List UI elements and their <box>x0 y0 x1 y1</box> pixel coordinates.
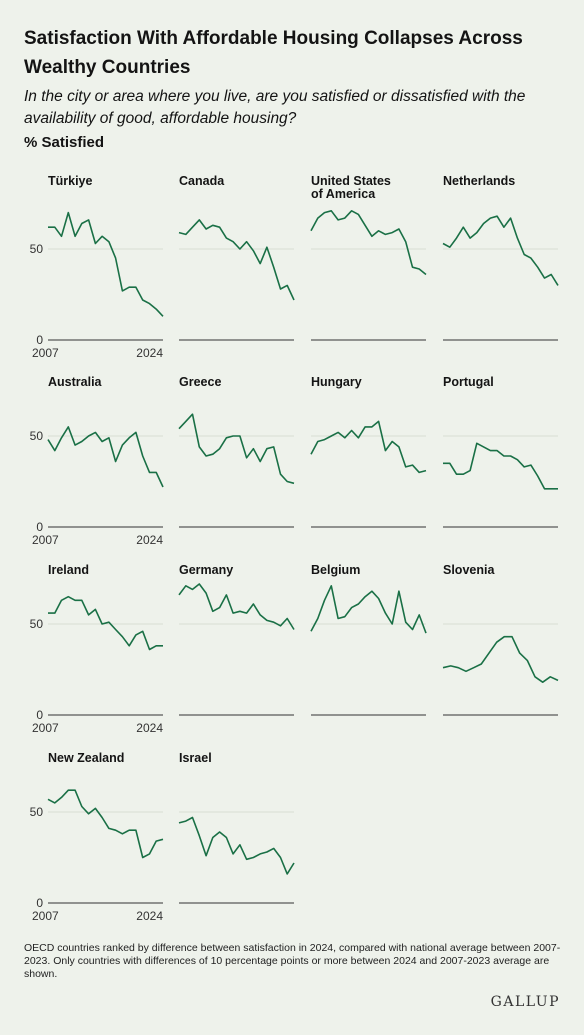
series-line-portugal <box>443 442 558 490</box>
footnote: OECD countries ranked by difference betw… <box>24 942 561 980</box>
series-line-ireland <box>48 595 163 651</box>
panel-title-canada: Canada <box>179 174 225 188</box>
series-line-israel <box>178 816 295 875</box>
x-tick-end: 2024 <box>136 909 163 923</box>
panel-title-greece: Greece <box>179 375 221 389</box>
panel-title-netherlands: Netherlands <box>443 174 515 188</box>
series-line-turkiye <box>48 211 164 317</box>
series-line-united-states-of-america <box>310 210 427 276</box>
series-line-new-zealand <box>47 789 164 859</box>
chart-title: Satisfaction With Affordable Housing Col… <box>24 28 523 78</box>
y-tick-50: 50 <box>30 805 44 819</box>
series-line-hungary <box>310 420 427 474</box>
x-tick-start: 2007 <box>32 533 59 547</box>
panel-title-new-zealand: New Zealand <box>48 751 124 765</box>
x-tick-end: 2024 <box>136 533 163 547</box>
series-line-germany <box>178 583 295 630</box>
y-tick-0: 0 <box>36 708 43 722</box>
panel-title-turkiye: Türkiye <box>48 174 93 188</box>
panel-title-israel: Israel <box>179 751 212 765</box>
x-tick-start: 2007 <box>32 909 59 923</box>
series-line-slovenia <box>442 635 559 684</box>
y-tick-0: 0 <box>36 520 43 534</box>
series-line-australia <box>47 426 164 488</box>
chart-subtitle: In the city or area where you live, are … <box>24 88 526 127</box>
x-tick-end: 2024 <box>136 721 163 735</box>
y-axis-label: % Satisfied <box>24 134 105 151</box>
panel-title-belgium: Belgium <box>311 563 360 577</box>
panel-title-germany: Germany <box>179 563 233 577</box>
y-tick-50: 50 <box>30 429 44 443</box>
panel-title-united-states-of-america: of America <box>311 187 376 201</box>
y-tick-50: 50 <box>30 242 44 256</box>
x-tick-start: 2007 <box>32 721 59 735</box>
x-tick-end: 2024 <box>136 346 163 360</box>
series-line-greece <box>178 413 295 485</box>
series-line-canada <box>178 219 295 301</box>
panel-title-united-states-of-america: United States <box>311 174 391 188</box>
panel-title-portugal: Portugal <box>443 375 494 389</box>
series-line-netherlands <box>442 215 559 286</box>
x-tick-start: 2007 <box>32 346 59 360</box>
series-line-belgium <box>310 584 427 634</box>
panel-title-slovenia: Slovenia <box>443 563 495 577</box>
gallup-logo: GALLUP <box>490 994 560 1010</box>
panel-title-hungary: Hungary <box>311 375 362 389</box>
panel-title-ireland: Ireland <box>48 563 89 577</box>
panel-title-australia: Australia <box>48 375 103 389</box>
y-tick-0: 0 <box>36 896 43 910</box>
y-tick-50: 50 <box>30 617 44 631</box>
y-tick-0: 0 <box>36 333 43 347</box>
